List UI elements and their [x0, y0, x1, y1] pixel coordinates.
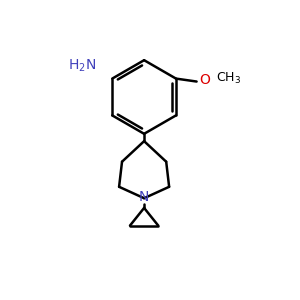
Text: CH$_3$: CH$_3$	[216, 70, 241, 86]
Text: O: O	[199, 73, 210, 87]
Text: H$_2$N: H$_2$N	[68, 57, 96, 74]
Text: N: N	[139, 190, 149, 204]
